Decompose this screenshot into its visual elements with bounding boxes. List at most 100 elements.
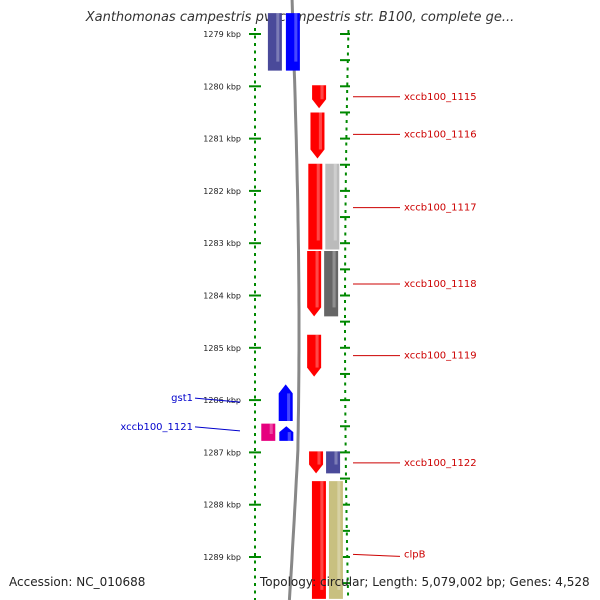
outer-track-dot [346, 67, 349, 71]
outer-track-dot [344, 172, 347, 176]
gene-label-xccb100_1116[interactable]: xccb100_1116 [404, 129, 477, 140]
outer-track-dot [344, 262, 347, 266]
outer-track-dot [344, 345, 347, 348]
gene-feature-inner-purple-a[interactable] [267, 13, 282, 71]
gene-feature-grey-light[interactable] [325, 163, 340, 250]
outer-track-dot [345, 532, 348, 536]
outer-track-dot [346, 82, 349, 86]
outer-track-dot [344, 292, 347, 296]
gene-feature-shine [332, 251, 336, 308]
ruler-dot [254, 88, 256, 91]
gene-feature-inner-blue-a[interactable] [285, 13, 300, 71]
gene-feature-clpB[interactable] [311, 481, 326, 599]
ruler-dot [254, 230, 256, 234]
outer-track-dot [346, 585, 349, 588]
outer-track-dot [345, 120, 348, 123]
ruler-dot [254, 350, 256, 354]
gene-label-xccb100_1117[interactable]: xccb100_1117 [404, 203, 477, 214]
outer-track-dot [345, 127, 348, 131]
ruler-dot [254, 433, 256, 436]
gene-feature-outer-olive-b[interactable] [328, 481, 343, 599]
ruler-dot [254, 463, 256, 466]
outer-track-dot [344, 405, 347, 408]
ruler-dot [254, 185, 256, 189]
ruler-tick-label: 1288 kbp [203, 501, 241, 510]
outer-track-dot [344, 322, 347, 326]
gene-feature-xccb100_1116[interactable] [310, 112, 325, 159]
gene-label-gst1[interactable]: gst1 [171, 393, 193, 404]
ruler-dot [254, 58, 256, 61]
outer-track-dot [345, 510, 348, 513]
gene-label-xccb100_1121[interactable]: xccb100_1121 [120, 422, 193, 433]
features-group [261, 13, 343, 599]
gene-feature-xccb100_1118[interactable] [307, 251, 322, 317]
ruler-dot [254, 155, 256, 159]
ruler-dot [254, 275, 256, 279]
ruler-dot [254, 80, 256, 84]
gene-feature-xccb100_1122[interactable] [309, 451, 324, 474]
outer-track-dot [345, 157, 348, 161]
outer-track-dot [344, 180, 347, 183]
outer-track-dot [344, 225, 347, 228]
topology-text: Topology: circular; [260, 575, 369, 589]
gene-feature-inner-magenta[interactable] [261, 423, 276, 441]
gene-feature-xccb100_1117[interactable] [308, 163, 323, 250]
gene-feature-shine [318, 112, 322, 150]
gene-label-xccb100_1119[interactable]: xccb100_1119 [404, 351, 477, 362]
ruler-dot [254, 178, 256, 181]
gene-label-clpB[interactable]: clpB [404, 549, 426, 560]
ruler-dot [254, 425, 256, 429]
ruler-dot [254, 260, 256, 264]
gene-label-xccb100_1115[interactable]: xccb100_1115 [404, 92, 477, 103]
ruler-dot [254, 35, 256, 39]
gene-feature-shine [276, 13, 280, 62]
gene-feature-xccb100_1121[interactable] [279, 426, 294, 441]
map-title: Xanthomonas campestris pv. campestris st… [85, 10, 515, 25]
gene-feature-grey-dark[interactable] [324, 251, 339, 317]
ruler-dot [254, 148, 256, 151]
outer-track-dot [344, 330, 347, 333]
outer-track-dot [346, 90, 349, 93]
ruler-tick-label: 1284 kbp [203, 292, 241, 301]
ruler-dot [254, 530, 256, 534]
gene-label-xccb100_1118[interactable]: xccb100_1118 [404, 279, 477, 290]
ruler-tick-label: 1289 kbp [203, 553, 241, 562]
ruler-dot [254, 560, 256, 564]
gene-feature-xccb100_1115[interactable] [312, 85, 327, 109]
outer-track-dot [345, 105, 348, 108]
outer-track-dot [344, 390, 347, 393]
gene-feature-outer-purple-b[interactable] [326, 451, 341, 474]
outer-track-dot [347, 592, 350, 596]
outer-track-dot [344, 270, 347, 273]
label-leader-line [352, 553, 401, 557]
gene-label-xccb100_1122[interactable]: xccb100_1122 [404, 458, 477, 469]
outer-track-dot [344, 315, 347, 318]
ruler-dot [254, 163, 256, 166]
ruler-dot [254, 118, 256, 121]
ruler-dot [254, 238, 256, 241]
gene-feature-shine [287, 432, 291, 441]
ruler-tick-label: 1287 kbp [203, 448, 241, 457]
ruler-tick-label: 1281 kbp [203, 135, 241, 144]
ruler-tick-label: 1283 kbp [203, 239, 241, 248]
ruler-dot [254, 298, 256, 301]
label-leader-line [194, 426, 241, 432]
gene-feature-shine [294, 13, 298, 62]
ruler-dot [254, 508, 256, 511]
ruler-dot [254, 245, 256, 249]
outer-track-dot [344, 360, 347, 363]
outer-track-dot [345, 112, 348, 116]
ruler-tick-label: 1279 kbp [203, 30, 241, 39]
outer-track-dot [346, 547, 349, 551]
gene-feature-xccb100_1119[interactable] [307, 334, 322, 377]
outer-track-dot [344, 232, 347, 236]
outer-track-dot [345, 135, 348, 138]
outer-track-dot [344, 442, 347, 446]
ruler-tick-label: 1280 kbp [203, 82, 241, 91]
outer-track-dot [344, 285, 347, 288]
ruler-dot [254, 403, 256, 406]
gene-feature-shine [287, 393, 291, 422]
ruler-dot [254, 448, 256, 451]
outer-track-dot [344, 187, 347, 191]
gene-feature-gst1[interactable] [278, 384, 293, 422]
